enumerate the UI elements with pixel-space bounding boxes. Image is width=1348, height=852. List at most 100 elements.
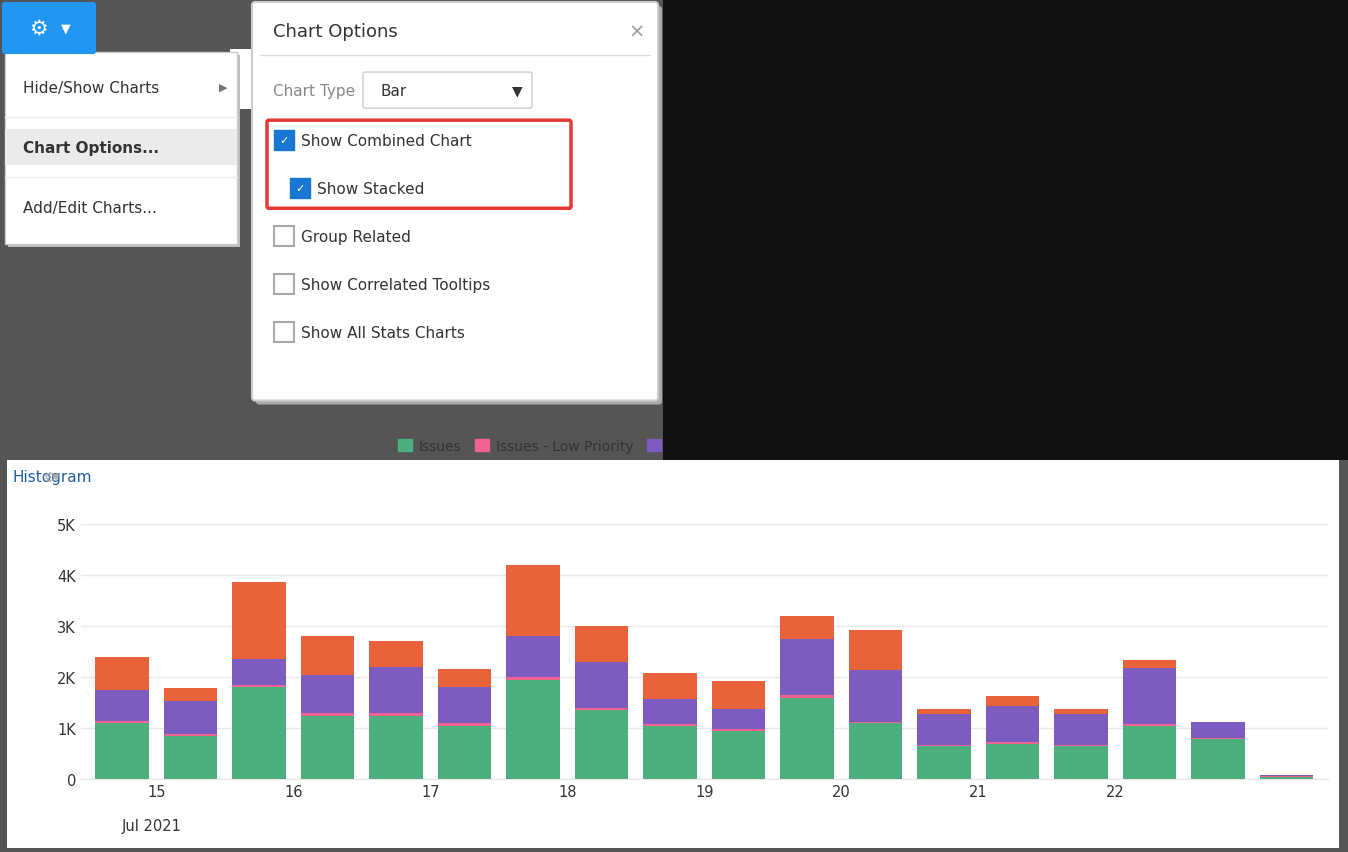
Bar (1192, 738, 1246, 739)
Text: Chart Type: Chart Type (274, 83, 355, 99)
FancyBboxPatch shape (1, 3, 96, 55)
Bar (1192, 722, 1246, 738)
Bar (918, 710, 971, 715)
Bar (232, 583, 286, 659)
Bar (574, 708, 628, 711)
FancyBboxPatch shape (256, 7, 662, 405)
Bar (918, 746, 971, 780)
Bar (849, 722, 902, 723)
Bar (96, 721, 148, 723)
Bar (663, 0, 1348, 460)
Bar (301, 675, 355, 713)
FancyBboxPatch shape (252, 3, 658, 401)
Bar (163, 688, 217, 701)
Bar (574, 711, 628, 780)
Bar (712, 731, 766, 780)
Bar (96, 690, 148, 721)
Text: Chart Options...: Chart Options... (23, 141, 159, 156)
Bar (301, 636, 355, 675)
Bar (507, 565, 559, 636)
Bar (369, 716, 423, 780)
Bar (985, 742, 1039, 744)
Text: Hide/Show Charts: Hide/Show Charts (23, 81, 159, 95)
Text: ▼: ▼ (512, 84, 522, 98)
Bar (849, 723, 902, 780)
FancyBboxPatch shape (274, 275, 294, 295)
Text: ✓: ✓ (279, 136, 288, 146)
Bar (438, 723, 491, 726)
Bar (96, 657, 148, 690)
Bar (163, 736, 217, 780)
Bar (232, 685, 286, 688)
Text: Show Combined Chart: Show Combined Chart (301, 134, 472, 148)
Text: ▾: ▾ (54, 470, 59, 484)
Bar (163, 701, 217, 734)
Bar (918, 715, 971, 746)
Bar (231, 50, 260, 110)
Bar (985, 744, 1039, 780)
Bar (1054, 715, 1108, 746)
Bar (780, 639, 834, 695)
Text: ✓: ✓ (295, 184, 305, 194)
Text: ⚙: ⚙ (44, 470, 57, 484)
Text: ▼: ▼ (61, 22, 71, 36)
Text: Histogram: Histogram (13, 469, 92, 485)
Bar (643, 699, 697, 724)
Text: Bar: Bar (380, 83, 406, 99)
Bar (1123, 660, 1177, 668)
Bar (712, 729, 766, 731)
Bar (643, 673, 697, 699)
Bar (574, 662, 628, 708)
Bar (780, 695, 834, 698)
Bar (232, 659, 286, 685)
Bar (301, 713, 355, 716)
Bar (1260, 777, 1313, 780)
Bar (643, 726, 697, 780)
Text: Show Correlated Tooltips: Show Correlated Tooltips (301, 278, 491, 292)
FancyBboxPatch shape (274, 323, 294, 343)
Bar (438, 726, 491, 780)
Text: ×: × (628, 22, 646, 42)
Bar (1192, 739, 1246, 780)
Bar (369, 642, 423, 667)
Bar (438, 688, 491, 723)
Bar (1123, 668, 1177, 724)
Bar (1054, 710, 1108, 715)
Bar (438, 670, 491, 688)
Bar (849, 671, 902, 722)
Bar (507, 636, 559, 677)
Text: Jul 2021: Jul 2021 (121, 819, 182, 833)
Bar (985, 706, 1039, 742)
Bar (96, 723, 148, 780)
Bar (1123, 726, 1177, 780)
Text: Group Related: Group Related (301, 229, 411, 245)
Bar (849, 630, 902, 671)
Bar (1260, 775, 1313, 776)
Bar (301, 716, 355, 780)
Bar (712, 681, 766, 709)
FancyBboxPatch shape (274, 227, 294, 247)
Bar (163, 734, 217, 736)
Bar (780, 698, 834, 780)
Text: Show All Stats Charts: Show All Stats Charts (301, 325, 465, 341)
Bar (1123, 724, 1177, 726)
FancyBboxPatch shape (290, 179, 310, 199)
Text: ▶: ▶ (218, 83, 228, 93)
Bar (369, 667, 423, 713)
Text: ⚙: ⚙ (28, 19, 47, 39)
FancyBboxPatch shape (363, 73, 532, 109)
Text: Show Stacked: Show Stacked (317, 181, 425, 197)
FancyBboxPatch shape (274, 131, 294, 151)
Bar (5, 130, 237, 166)
Legend: Issues, Issues - Low Priority, Issues - Medium Priority, Issues - High Priority: Issues, Issues - Low Priority, Issues - … (392, 434, 1016, 459)
Bar (1054, 746, 1108, 780)
Bar (780, 616, 834, 639)
FancyBboxPatch shape (5, 53, 237, 245)
Bar (985, 696, 1039, 706)
FancyBboxPatch shape (8, 56, 240, 248)
Bar (712, 709, 766, 729)
Bar (369, 713, 423, 716)
Text: Chart Options: Chart Options (274, 23, 398, 41)
Bar (232, 688, 286, 780)
Bar (574, 626, 628, 662)
